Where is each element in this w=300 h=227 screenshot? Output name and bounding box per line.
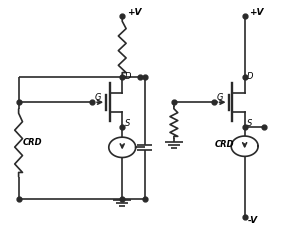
Text: -V: -V <box>248 216 258 225</box>
Text: S: S <box>124 119 130 128</box>
Text: +V: +V <box>127 8 141 17</box>
Text: CRD: CRD <box>23 138 43 147</box>
Text: D: D <box>247 72 253 81</box>
Text: D: D <box>124 72 131 81</box>
Text: G: G <box>94 93 101 101</box>
Text: CRD: CRD <box>215 140 234 149</box>
Text: +V: +V <box>249 8 264 17</box>
Text: G: G <box>217 93 223 101</box>
Text: S: S <box>247 119 252 128</box>
